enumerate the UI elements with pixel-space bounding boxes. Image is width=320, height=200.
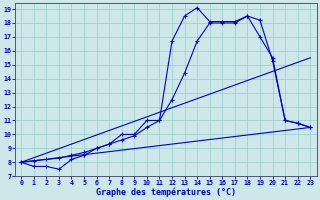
- X-axis label: Graphe des températures (°C): Graphe des températures (°C): [96, 187, 236, 197]
